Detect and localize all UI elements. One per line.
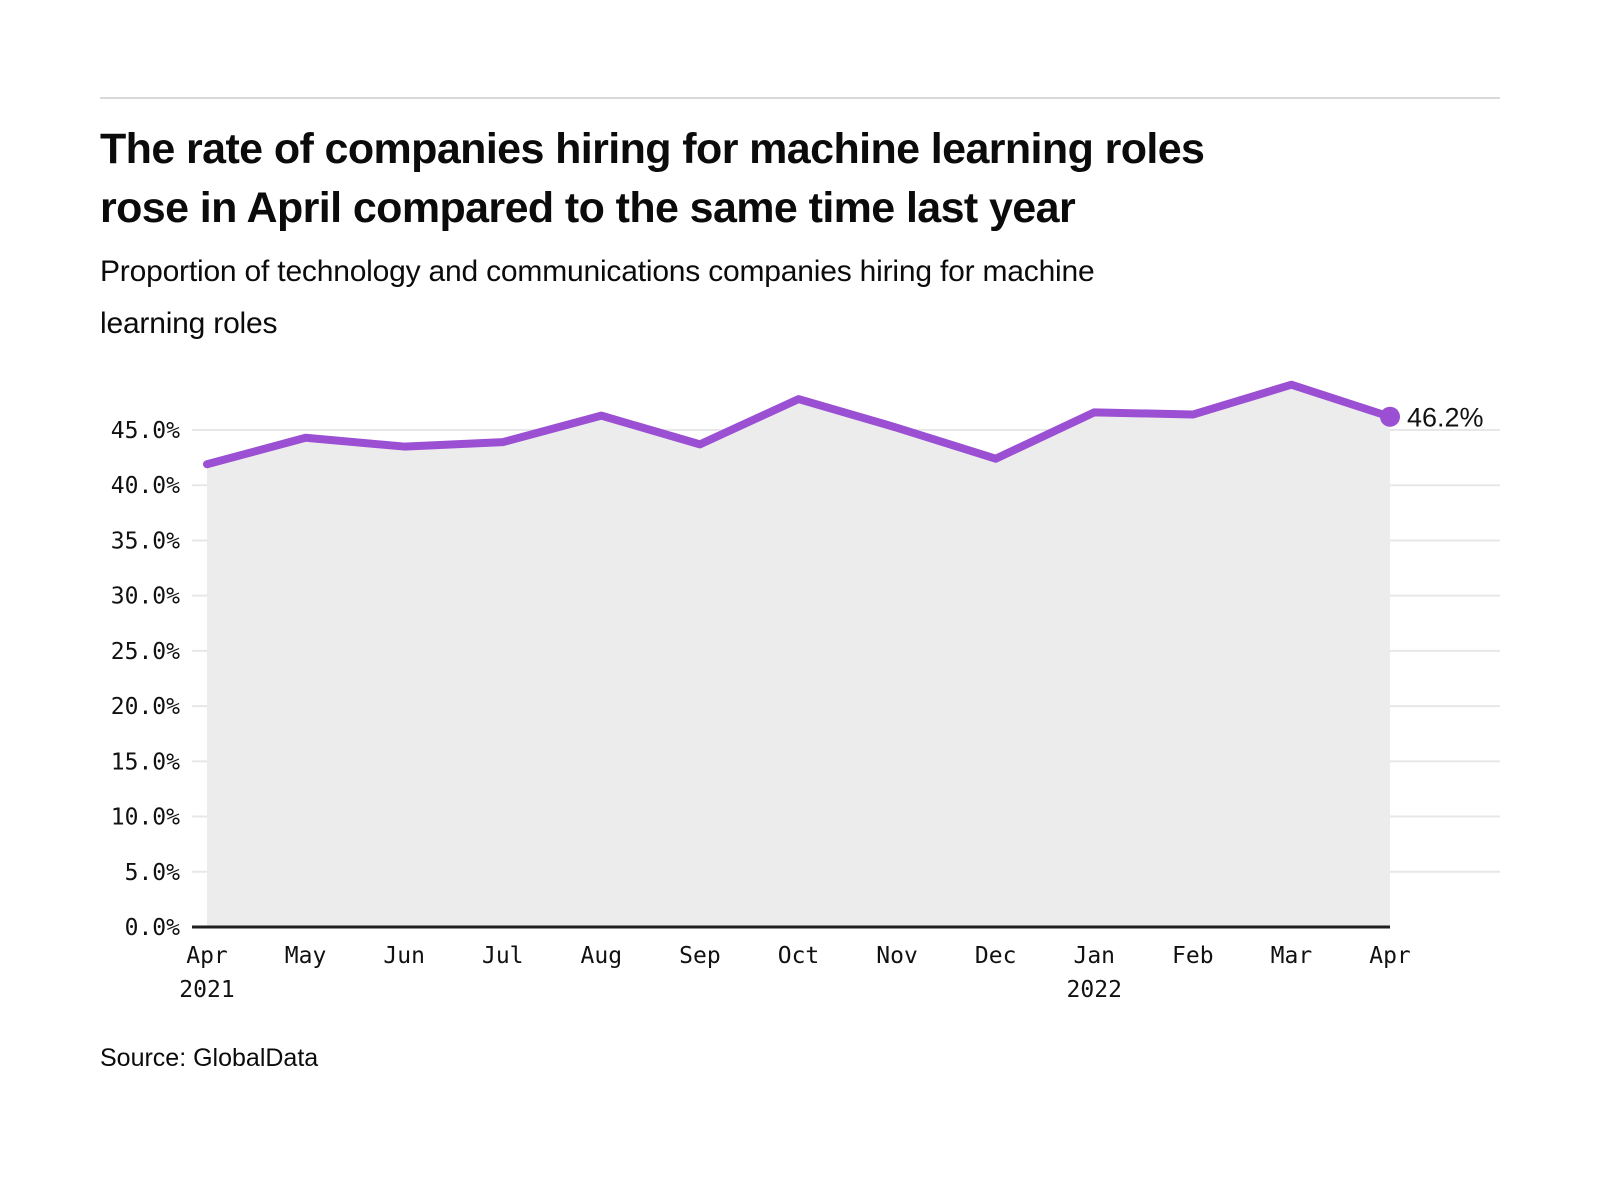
trend-line (203, 380, 1394, 469)
x-tick-label: Feb (1172, 943, 1214, 969)
x-tick-label: Apr (186, 943, 228, 969)
x-tick-label: May (285, 943, 327, 969)
x-tick-label: Apr (1369, 943, 1411, 969)
y-tick-label: 20.0% (111, 694, 180, 720)
x-tick-label: Sep (679, 943, 721, 969)
chart-title-line2: rose in April compared to the same time … (100, 184, 1076, 233)
y-tick-label: 30.0% (111, 584, 180, 610)
x-tick-label: Jul (482, 943, 524, 969)
y-tick-label: 25.0% (111, 639, 180, 665)
chart-subtitle-line2: learning roles (100, 306, 278, 340)
x-tick-label: Jun (383, 943, 425, 969)
y-tick-label: 45.0% (111, 418, 180, 444)
x-tick-label: Dec (975, 943, 1017, 969)
chart-title: The rate of companies hiring for machine… (100, 120, 1520, 239)
chart-svg: 45.0% 40.0% 35.0% 30.0% 25.0% 20.0% 15.0% 10.0%… (111, 380, 1500, 1003)
y-tick-label: 15.0% (111, 749, 180, 775)
chart-subtitle-line1: Proportion of technology and communicati… (100, 255, 1095, 288)
y-tick-label: 40.0% (111, 473, 180, 499)
y-tick-label: 35.0% (111, 528, 180, 554)
year-label: 2021 (179, 977, 234, 1003)
end-point-dot (1380, 406, 1400, 427)
top-rule (100, 97, 1500, 99)
x-tick-label: Jan (1073, 943, 1115, 969)
y-tick-label: 5.0% (125, 860, 181, 886)
chart-subtitle: Proportion of technology and communicati… (100, 246, 1520, 349)
x-tick-label: Nov (876, 943, 918, 969)
x-tick-label: Aug (581, 943, 623, 969)
year-label: 2022 (1067, 977, 1122, 1003)
x-tick-label: Mar (1271, 943, 1313, 969)
y-tick-label: 0.0% (125, 915, 181, 941)
area-fill (207, 384, 1390, 927)
end-value-label: 46.2% (1407, 403, 1484, 433)
y-tick-label: 10.0% (111, 805, 180, 831)
source-note: Source: GlobalData (100, 1044, 319, 1072)
chart-title-line1: The rate of companies hiring for machine… (100, 125, 1205, 173)
x-tick-label: Oct (778, 943, 820, 969)
